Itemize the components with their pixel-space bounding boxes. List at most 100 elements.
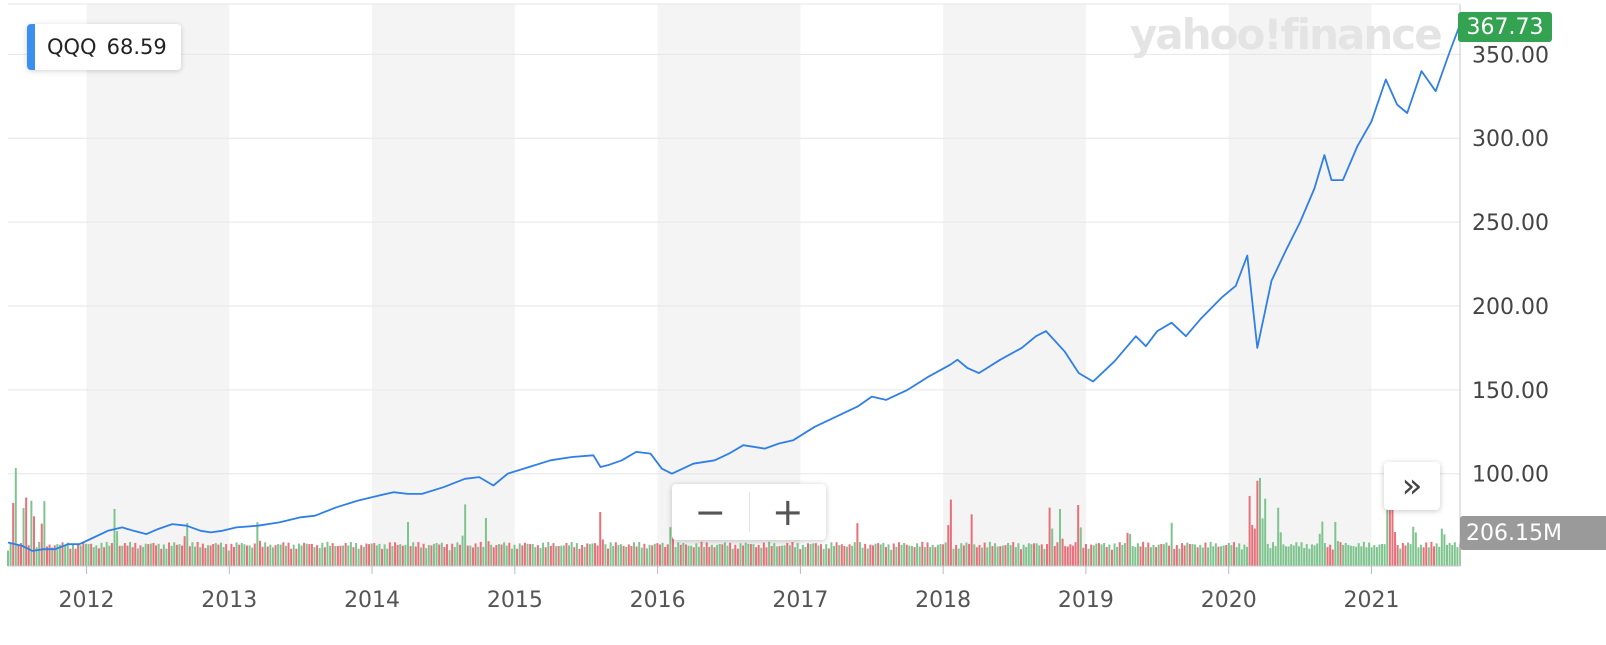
volume-bar <box>1152 544 1155 566</box>
y-tick-label: 250.00 <box>1472 211 1549 236</box>
volume-bar <box>542 542 545 566</box>
volume-bar <box>1225 544 1228 566</box>
volume-bar <box>794 547 797 566</box>
volume-bar <box>1142 541 1145 566</box>
volume-bar <box>640 547 643 566</box>
volume-bar <box>781 545 784 566</box>
volume-bar <box>1284 546 1287 566</box>
legend-box[interactable]: QQQ 68.59 <box>27 24 181 70</box>
volume-bar <box>643 543 646 566</box>
volume-bar <box>344 542 347 566</box>
volume-bar <box>887 544 890 566</box>
volume-bar <box>705 542 708 566</box>
volume-bar <box>1220 546 1223 566</box>
volume-bar <box>227 550 230 566</box>
volume-bar <box>32 516 35 566</box>
volume-bar <box>105 541 108 566</box>
volume-bar <box>547 541 550 566</box>
volume-bar <box>627 544 630 566</box>
volume-bar <box>25 497 28 566</box>
volume-bar <box>1045 544 1048 566</box>
volume-bar <box>529 544 532 566</box>
volume-bar <box>466 545 469 566</box>
volume-bar <box>407 521 410 566</box>
volume-bar <box>788 545 791 566</box>
volume-bar <box>947 525 950 566</box>
volume-bar <box>1136 543 1139 566</box>
volume-bar <box>838 545 841 566</box>
series-color-swatch <box>27 24 35 70</box>
volume-bar <box>1183 545 1186 566</box>
volume-bar <box>1427 547 1430 566</box>
volume-bar <box>1069 544 1072 566</box>
volume-bar <box>352 547 355 566</box>
scroll-right-button[interactable]: » <box>1384 462 1440 510</box>
volume-bar <box>1105 547 1108 566</box>
volume-bar <box>666 544 669 566</box>
volume-bar <box>1271 542 1274 566</box>
volume-bar <box>1388 503 1391 566</box>
volume-bar <box>1316 543 1319 566</box>
volume-bar <box>1071 545 1074 566</box>
volume-bar <box>671 520 674 566</box>
volume-bar <box>1336 541 1339 566</box>
volume-bar <box>661 542 664 566</box>
volume-bar <box>396 544 399 566</box>
volume-bar <box>51 547 54 566</box>
volume-bar <box>827 548 830 566</box>
volume-bar <box>1420 544 1423 566</box>
volume-bar <box>565 542 568 566</box>
volume-bar <box>1326 547 1329 566</box>
volume-bar <box>1344 543 1347 566</box>
volume-bar <box>801 544 804 566</box>
volume-bar <box>739 543 742 566</box>
zoom-out-button[interactable]: − <box>694 490 727 534</box>
volume-bar <box>812 543 815 566</box>
volume-bar <box>417 541 420 566</box>
volume-bar <box>620 544 623 566</box>
volume-bar <box>482 546 485 566</box>
volume-bar <box>1139 546 1142 566</box>
volume-bar <box>269 544 272 566</box>
volume-bar <box>723 542 726 566</box>
yahoo-finance-logo: yahoo!finance <box>1130 10 1443 59</box>
volume-bar <box>573 547 576 566</box>
volume-bar <box>142 547 145 566</box>
volume-bar <box>1110 549 1113 566</box>
volume-bar <box>583 546 586 566</box>
volume-bar <box>516 548 519 566</box>
volume-bar <box>910 545 913 566</box>
volume-bar <box>669 527 672 566</box>
volume-bar <box>1355 546 1358 566</box>
y-tick-label: 100.00 <box>1472 463 1549 488</box>
volume-bar <box>126 545 129 566</box>
volume-bar <box>277 544 280 566</box>
volume-bar <box>742 545 745 566</box>
zoom-in-button[interactable]: + <box>771 490 804 534</box>
x-tick-label: 2016 <box>630 588 686 613</box>
volume-bar <box>1313 545 1316 566</box>
volume-bar <box>118 545 121 566</box>
volume-bar <box>414 546 417 566</box>
volume-bar <box>581 545 584 566</box>
volume-bar <box>287 542 290 566</box>
volume-bar <box>425 548 428 566</box>
volume-bar <box>492 547 495 566</box>
volume-bar <box>461 535 464 566</box>
volume-bar <box>458 544 461 566</box>
volume-bar <box>1318 533 1321 566</box>
volume-bar <box>853 542 856 566</box>
volume-bar <box>1297 546 1300 566</box>
volume-bar <box>92 547 95 566</box>
zoom-divider <box>748 492 750 532</box>
volume-bar <box>386 548 389 566</box>
volume-bar <box>1295 542 1298 566</box>
volume-bar <box>22 508 25 566</box>
volume-bar <box>708 546 711 566</box>
volume-bar <box>1007 542 1010 566</box>
volume-bar <box>869 544 872 566</box>
volume-bar <box>700 541 703 566</box>
x-tick-label: 2017 <box>772 588 828 613</box>
